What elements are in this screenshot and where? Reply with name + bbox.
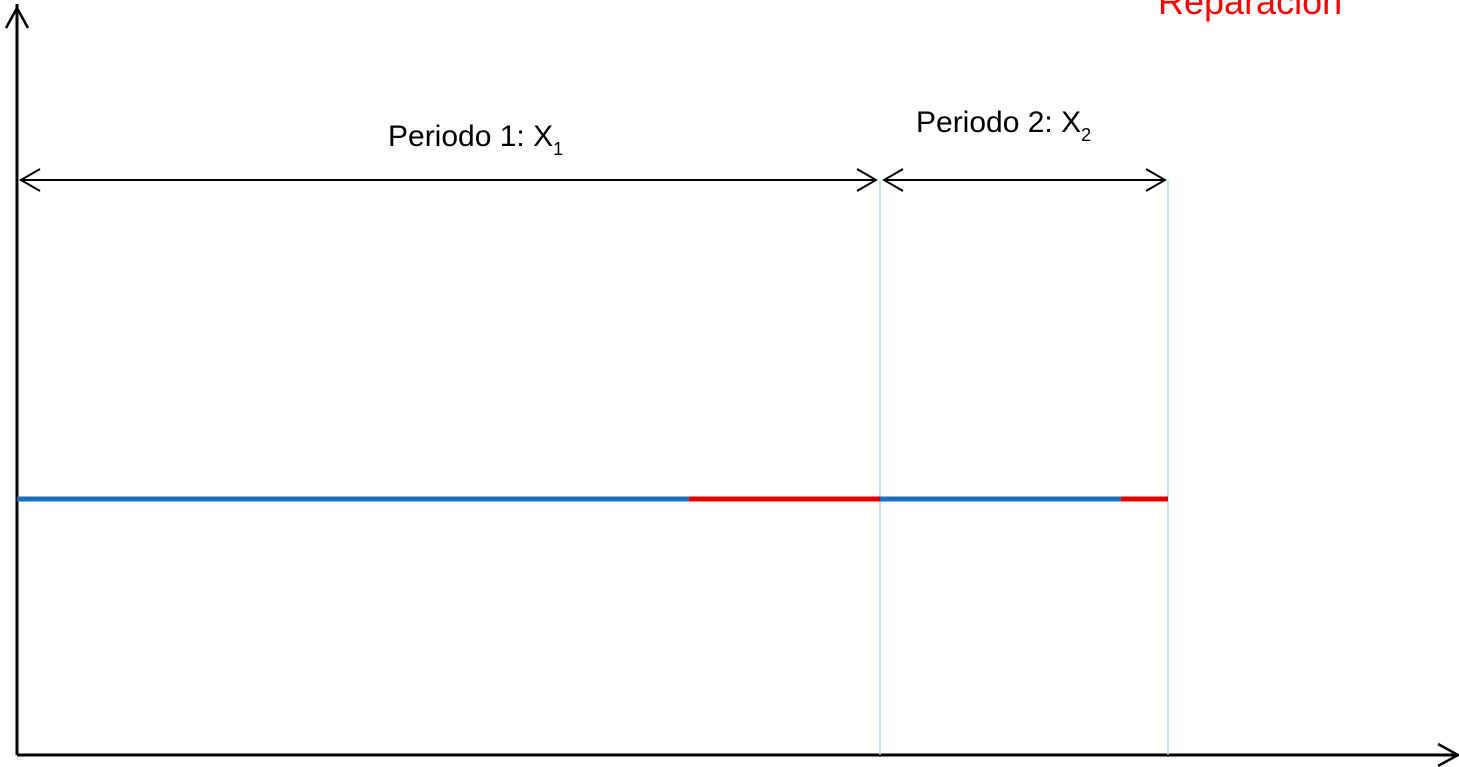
reparacion-label: Reparación	[1158, 0, 1342, 22]
period-1-double-arrow	[19, 168, 878, 192]
period-2-label: Periodo 2: X2	[916, 106, 1091, 145]
period-2-double-arrow	[882, 168, 1167, 192]
period-1-label: Periodo 1: X1	[388, 120, 563, 159]
x-axis-arrowhead	[1437, 742, 1459, 767]
y-axis-arrowhead	[4, 5, 30, 29]
